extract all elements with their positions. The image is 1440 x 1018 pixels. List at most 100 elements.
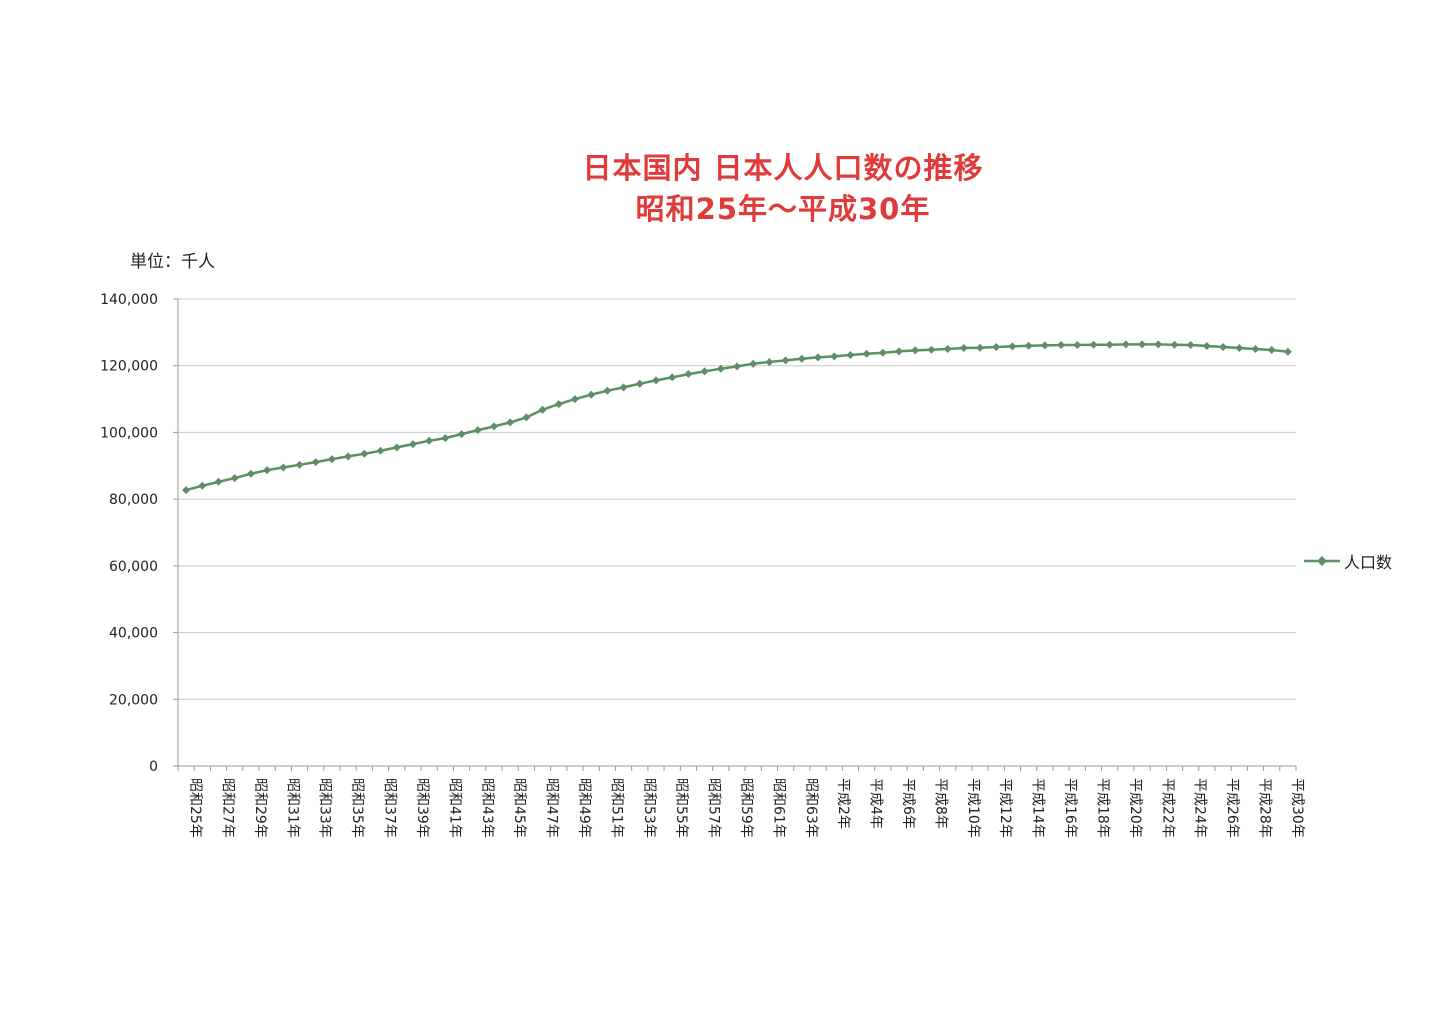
data-point bbox=[311, 458, 320, 467]
data-point bbox=[1121, 340, 1130, 349]
x-tick-label: 平成10年 bbox=[965, 778, 981, 838]
data-point bbox=[263, 466, 272, 475]
data-point bbox=[603, 386, 612, 395]
x-tick-label: 平成12年 bbox=[997, 778, 1013, 838]
data-point bbox=[700, 367, 709, 376]
x-tick-label: 昭和37年 bbox=[382, 778, 398, 838]
y-tick-label: 80,000 bbox=[109, 492, 158, 508]
x-tick-label: 昭和35年 bbox=[349, 778, 365, 838]
x-tick-label: 昭和53年 bbox=[641, 778, 657, 838]
data-point bbox=[1040, 341, 1049, 350]
y-tick-label: 60,000 bbox=[109, 559, 158, 575]
chart-subtitle: 昭和25年〜平成30年 bbox=[635, 192, 931, 226]
x-tick-label: 昭和27年 bbox=[220, 778, 236, 838]
data-point bbox=[570, 395, 579, 404]
x-tick-label: 昭和29年 bbox=[252, 778, 268, 838]
data-point bbox=[1154, 340, 1163, 349]
x-tick-label: 平成14年 bbox=[1030, 778, 1046, 838]
x-tick-label: 平成28年 bbox=[1256, 778, 1272, 838]
x-tick-label: 平成4年 bbox=[868, 778, 884, 829]
data-point bbox=[668, 373, 677, 382]
data-point bbox=[1267, 346, 1276, 355]
data-point bbox=[376, 446, 385, 455]
x-tick-label: 平成18年 bbox=[1094, 778, 1110, 838]
x-tick-label: 昭和31年 bbox=[284, 778, 300, 838]
data-point bbox=[749, 359, 758, 368]
data-point bbox=[344, 452, 353, 461]
x-tick-label: 昭和57年 bbox=[706, 778, 722, 838]
data-point bbox=[538, 405, 547, 414]
y-tick-label: 140,000 bbox=[100, 292, 158, 308]
x-tick-label: 平成24年 bbox=[1192, 778, 1208, 838]
data-point bbox=[506, 418, 515, 427]
data-point bbox=[1202, 342, 1211, 351]
data-point bbox=[927, 345, 936, 354]
data-point bbox=[522, 413, 531, 422]
data-point bbox=[1219, 343, 1228, 352]
data-point bbox=[846, 351, 855, 360]
x-tick-label: 平成8年 bbox=[932, 778, 948, 829]
y-tick-label: 120,000 bbox=[100, 359, 158, 375]
data-point bbox=[1235, 344, 1244, 353]
x-tick-label: 昭和49年 bbox=[576, 778, 592, 838]
data-point bbox=[441, 434, 450, 443]
legend-swatch bbox=[1304, 556, 1340, 566]
x-tick-label: 昭和63年 bbox=[803, 778, 819, 838]
chart-title: 日本国内 日本人人口数の推移 bbox=[582, 151, 984, 185]
data-point bbox=[392, 443, 401, 452]
data-point bbox=[182, 486, 191, 495]
data-point bbox=[635, 379, 644, 388]
y-tick-label: 20,000 bbox=[109, 692, 158, 708]
y-tick-label: 0 bbox=[149, 759, 158, 775]
legend: 人口数 bbox=[1304, 549, 1392, 573]
data-point bbox=[360, 449, 369, 458]
data-point bbox=[895, 347, 904, 356]
x-tick-label: 昭和33年 bbox=[317, 778, 333, 838]
data-point bbox=[214, 477, 223, 486]
x-tick-label: 平成6年 bbox=[900, 778, 916, 829]
data-point bbox=[716, 364, 725, 373]
x-tick-label: 平成2年 bbox=[835, 778, 851, 829]
y-tick-label: 100,000 bbox=[100, 425, 158, 441]
data-point bbox=[619, 383, 628, 392]
x-tick-label: 昭和59年 bbox=[738, 778, 754, 838]
data-point bbox=[246, 469, 255, 478]
x-tick-label: 平成20年 bbox=[1127, 778, 1143, 838]
x-tick-label: 昭和55年 bbox=[673, 778, 689, 838]
data-point bbox=[489, 422, 498, 431]
data-point bbox=[1057, 341, 1066, 350]
data-point bbox=[959, 344, 968, 353]
x-tick-label: 昭和41年 bbox=[446, 778, 462, 838]
x-tick-label: 昭和25年 bbox=[187, 778, 203, 838]
data-point bbox=[1138, 340, 1147, 349]
unit-label: 単位：千人 bbox=[130, 252, 215, 272]
x-tick-label: 昭和39年 bbox=[414, 778, 430, 838]
data-point bbox=[911, 346, 920, 355]
data-point bbox=[473, 426, 482, 435]
data-point bbox=[830, 352, 839, 361]
legend-label: 人口数 bbox=[1344, 553, 1393, 572]
chart-title-block: 日本国内 日本人人口数の推移 昭和25年〜平成30年 bbox=[0, 148, 1440, 230]
x-tick-label: 昭和45年 bbox=[511, 778, 527, 838]
data-point bbox=[1283, 347, 1292, 356]
x-tick-label: 平成26年 bbox=[1224, 778, 1240, 838]
data-point bbox=[733, 362, 741, 371]
y-tick-label: 40,000 bbox=[109, 626, 158, 642]
data-point bbox=[327, 455, 336, 464]
data-point bbox=[797, 354, 806, 363]
data-point bbox=[1170, 340, 1179, 349]
data-point bbox=[1089, 340, 1098, 349]
data-point bbox=[1186, 341, 1195, 350]
data-point bbox=[765, 358, 774, 367]
data-point bbox=[651, 376, 660, 385]
data-point bbox=[878, 348, 887, 357]
data-point bbox=[862, 349, 871, 358]
data-point bbox=[976, 343, 985, 352]
x-tick-label: 平成22年 bbox=[1159, 778, 1175, 838]
data-point bbox=[1073, 341, 1082, 350]
data-point bbox=[198, 481, 207, 490]
x-tick-label: 昭和51年 bbox=[608, 778, 624, 838]
data-point bbox=[1024, 341, 1033, 350]
data-point bbox=[457, 430, 466, 439]
